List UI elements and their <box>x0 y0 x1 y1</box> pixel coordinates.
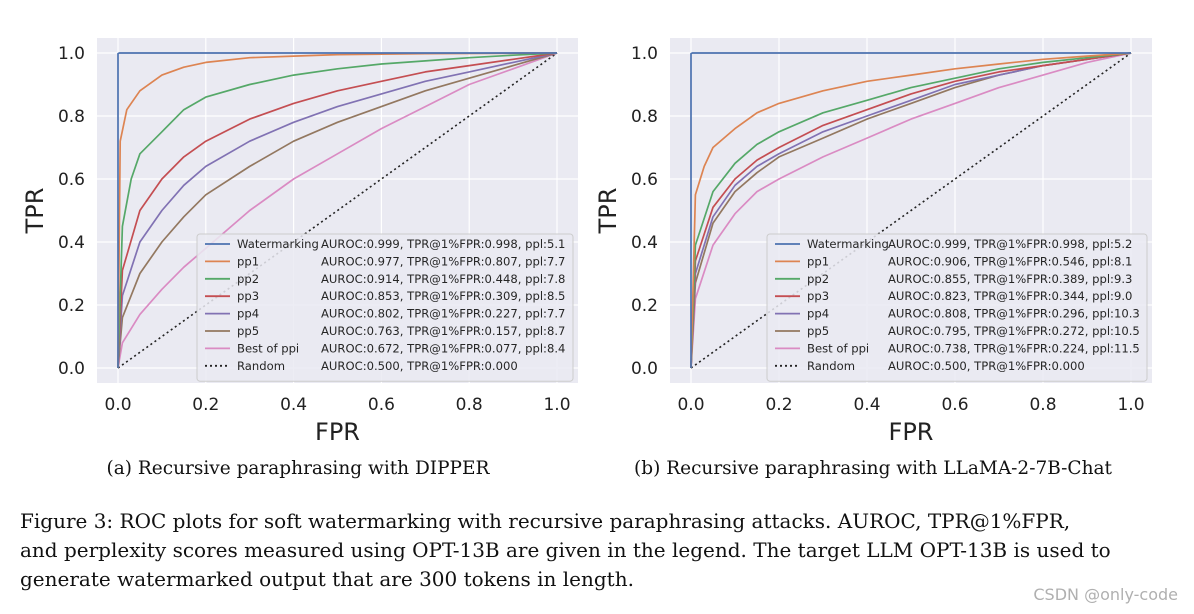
series-line-pp5 <box>117 52 558 369</box>
legend-label: Random <box>237 359 285 373</box>
legend-stats: AUROC:0.802, TPR@1%FPR:0.227, ppl:7.7 <box>321 307 565 321</box>
y-tick-label: 0.6 <box>58 170 85 190</box>
legend-stats: AUROC:0.999, TPR@1%FPR:0.998, ppl:5.2 <box>888 237 1132 251</box>
y-axis-label: TPR <box>21 188 49 235</box>
series-line-pp4 <box>117 52 558 369</box>
series-line-pp2 <box>117 52 558 369</box>
legend-stats: AUROC:0.906, TPR@1%FPR:0.546, ppl:8.1 <box>888 254 1132 268</box>
series-line-pp3 <box>117 52 558 369</box>
legend-label: pp2 <box>807 272 829 286</box>
y-tick-label: 1.0 <box>631 44 658 64</box>
legend-label: Best of ppi <box>237 341 299 355</box>
legend-label: pp5 <box>237 324 259 338</box>
x-tick-label: 0.4 <box>280 395 307 415</box>
legend-label: Watermarking <box>807 237 889 251</box>
legend-label: Best of ppi <box>807 341 869 355</box>
y-tick-label: 0.8 <box>631 107 658 127</box>
x-tick-label: 0.6 <box>941 395 968 415</box>
legend-label: pp3 <box>807 289 829 303</box>
series-line-pp1 <box>690 52 1132 369</box>
x-tick-label: 0.2 <box>192 395 219 415</box>
legend-stats: AUROC:0.672, TPR@1%FPR:0.077, ppl:8.4 <box>321 341 565 355</box>
legend-stats: AUROC:0.795, TPR@1%FPR:0.272, ppl:10.5 <box>888 324 1140 338</box>
x-tick-label: 1.0 <box>1117 395 1144 415</box>
x-tick-label: 0.8 <box>1029 395 1056 415</box>
legend-stats: AUROC:0.500, TPR@1%FPR:0.000 <box>321 359 518 373</box>
y-tick-label: 0.0 <box>58 359 85 379</box>
legend-stats: AUROC:0.763, TPR@1%FPR:0.157, ppl:8.7 <box>321 324 565 338</box>
legend-stats: AUROC:0.500, TPR@1%FPR:0.000 <box>888 359 1085 373</box>
x-tick-label: 0.8 <box>456 395 483 415</box>
subcaption-a: (a) Recursive paraphrasing with DIPPER <box>107 458 491 479</box>
legend-stats: AUROC:0.738, TPR@1%FPR:0.224, ppl:11.5 <box>888 341 1140 355</box>
roc-chart-llama: 0.0 0.0 0.2 0.2 0.4 0.4 0.6 0.6 0.8 0.8 1.0 1.0 FPR T… <box>594 38 1152 446</box>
legend-label: pp3 <box>237 289 259 303</box>
legend-stats: AUROC:0.853, TPR@1%FPR:0.309, ppl:8.5 <box>321 289 565 303</box>
legend-box <box>766 233 1148 382</box>
roc-chart-dipper: 0.0 0.0 0.2 0.2 0.4 0.4 0.6 0.6 0.8 0.8 1.0 1.0 FPR T… <box>21 38 578 446</box>
x-tick-label: 0.0 <box>104 395 131 415</box>
series-line-pp2 <box>690 52 1132 369</box>
figure-caption-line-3: generate watermarked output that are 300… <box>20 567 634 591</box>
series-line-best-of-ppi <box>117 52 558 369</box>
y-axis-label: TPR <box>594 188 622 235</box>
series-line-pp3 <box>690 52 1132 369</box>
legend-label: Random <box>807 359 855 373</box>
y-tick-label: 0.4 <box>58 233 85 253</box>
x-axis-label: FPR <box>889 418 934 446</box>
x-tick-label: 1.0 <box>543 395 570 415</box>
legend-box <box>196 233 574 382</box>
legend-label: pp4 <box>807 307 829 321</box>
csdn-watermark: CSDN @only-code <box>1033 585 1178 604</box>
y-tick-label: 0.6 <box>631 170 658 190</box>
legend-label: pp5 <box>807 324 829 338</box>
series-line-random <box>690 52 1132 369</box>
x-axis-label: FPR <box>315 418 360 446</box>
figure-caption-line-1: Figure 3: ROC plots for soft watermarkin… <box>20 509 1070 533</box>
legend-label: pp1 <box>237 254 259 268</box>
series-line-best-of-ppi <box>690 52 1132 369</box>
y-tick-label: 0.2 <box>631 296 658 316</box>
series-line-random <box>117 52 558 369</box>
series-line-watermarking <box>117 52 557 368</box>
y-tick-label: 0.8 <box>58 107 85 127</box>
x-tick-label: 0.2 <box>765 395 792 415</box>
y-tick-label: 0.4 <box>631 233 658 253</box>
legend-stats: AUROC:0.999, TPR@1%FPR:0.998, ppl:5.1 <box>321 237 565 251</box>
y-tick-label: 0.2 <box>58 296 85 316</box>
legend-stats: AUROC:0.823, TPR@1%FPR:0.344, ppl:9.0 <box>888 289 1132 303</box>
legend-label: Watermarking <box>237 237 319 251</box>
series-line-pp1 <box>117 52 558 369</box>
legend-label: pp1 <box>807 254 829 268</box>
legend-label: pp2 <box>237 272 259 286</box>
x-tick-label: 0.0 <box>677 395 704 415</box>
legend-stats: AUROC:0.808, TPR@1%FPR:0.296, ppl:10.3 <box>888 307 1140 321</box>
y-tick-label: 1.0 <box>58 44 85 64</box>
legend-label: pp4 <box>237 307 259 321</box>
y-tick-label: 0.0 <box>631 359 658 379</box>
series-line-watermarking <box>690 52 1131 368</box>
legend-stats: AUROC:0.914, TPR@1%FPR:0.448, ppl:7.8 <box>321 272 565 286</box>
x-tick-label: 0.4 <box>853 395 880 415</box>
legend-stats: AUROC:0.977, TPR@1%FPR:0.807, ppl:7.7 <box>321 254 565 268</box>
figure-caption-line-2: and perplexity scores measured using OPT… <box>20 538 1111 562</box>
subcaption-b: (b) Recursive paraphrasing with LLaMA-2-… <box>634 458 1112 479</box>
legend-stats: AUROC:0.855, TPR@1%FPR:0.389, ppl:9.3 <box>888 272 1132 286</box>
x-tick-label: 0.6 <box>368 395 395 415</box>
